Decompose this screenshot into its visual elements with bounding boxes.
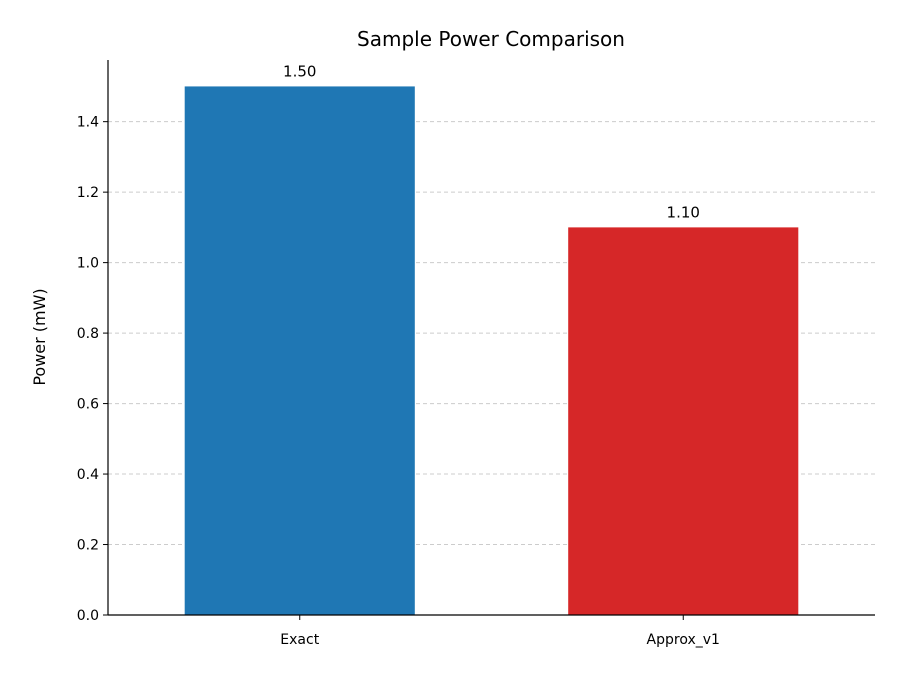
y-tick-label: 1.4 xyxy=(77,115,99,131)
bar-value-label: 1.50 xyxy=(283,62,316,80)
axes: 0.0 0.2 0.4 0.6 0.8 1.0 1.2 1.4 Exact Approx_v1 xyxy=(77,60,875,648)
y-tick-label: 0.8 xyxy=(77,326,99,342)
bar-exact xyxy=(184,86,415,615)
y-tick-label: 1.0 xyxy=(77,256,99,272)
y-tick-label: 0.6 xyxy=(77,397,99,413)
y-axis-title: Power (mW) xyxy=(30,288,49,385)
y-tick-label: 0.2 xyxy=(77,538,99,554)
x-tick-label: Exact xyxy=(280,632,319,648)
bar-value-label: 1.10 xyxy=(667,203,700,221)
chart-title: Sample Power Comparison xyxy=(357,27,625,51)
y-tick-label: 0.0 xyxy=(77,608,99,624)
bar-approx-v1 xyxy=(568,227,799,615)
y-tick-label: 1.2 xyxy=(77,185,99,201)
x-tick-label: Approx_v1 xyxy=(647,632,720,648)
bars: 1.50 1.10 xyxy=(184,62,799,615)
y-tick-label: 0.4 xyxy=(77,467,99,483)
